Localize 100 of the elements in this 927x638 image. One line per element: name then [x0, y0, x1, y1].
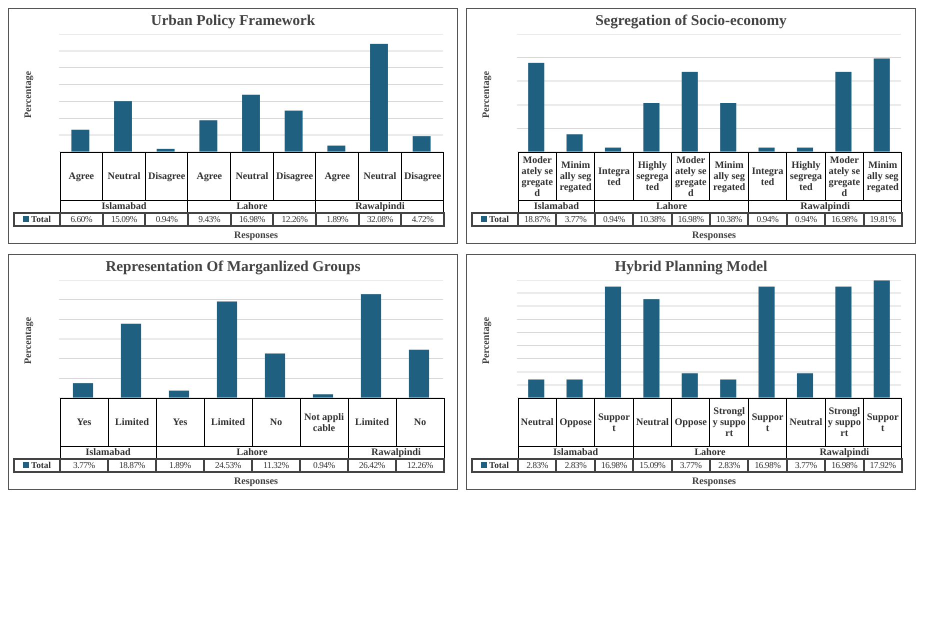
- data-label: 32.08%: [358, 213, 402, 226]
- bar: [168, 390, 190, 398]
- x-tick-label: Integrated: [594, 152, 634, 200]
- data-label: 1.89%: [156, 459, 204, 472]
- bar: [835, 286, 852, 398]
- data-label: 24.53%: [204, 459, 252, 472]
- data-label: 15.09%: [633, 459, 672, 472]
- bar: [758, 148, 775, 152]
- data-label: 0.94%: [145, 213, 188, 226]
- x-tick-label: Support: [864, 398, 902, 446]
- x-axis-title: Responses: [233, 476, 279, 487]
- data-label: 10.38%: [710, 213, 748, 226]
- bar: [72, 383, 94, 398]
- x-tick-label: Yes: [60, 398, 108, 446]
- text: Islamabad: [60, 446, 156, 459]
- data-label: 12.26%: [396, 459, 444, 472]
- bar: [682, 72, 698, 152]
- data-label: 6.60%: [60, 213, 103, 226]
- text: Lahore: [188, 200, 316, 213]
- data-label: 16.98%: [230, 213, 274, 226]
- bar: [720, 379, 736, 398]
- x-tick-label: Minimally segregated: [556, 152, 595, 200]
- bar: [604, 286, 622, 398]
- data-label: 1.89%: [316, 213, 359, 226]
- bar: [370, 44, 388, 152]
- data-label: 3.77%: [672, 459, 710, 472]
- bar: [412, 136, 431, 152]
- bar: [528, 62, 544, 152]
- data-label: 0.94%: [748, 213, 787, 226]
- data-label: 18.87%: [518, 213, 556, 226]
- bar: [758, 286, 775, 398]
- text: Islamabad: [518, 200, 595, 213]
- bar: [156, 148, 175, 152]
- bar: [835, 72, 852, 152]
- x-tick-label: Yes: [156, 398, 204, 446]
- x-tick-label: Moderately segregated: [672, 152, 710, 200]
- data-label: 4.72%: [401, 213, 444, 226]
- data-label: 11.32%: [252, 459, 300, 472]
- x-tick-label: Integrated: [748, 152, 787, 200]
- x-tick-label: Disagree: [401, 152, 444, 200]
- bar: [120, 324, 142, 398]
- x-tick-label: Neutral: [230, 152, 274, 200]
- x-tick-label: Neutral: [633, 398, 672, 446]
- x-tick-label: Strongly support: [825, 398, 864, 446]
- x-tick-label: Limited: [204, 398, 252, 446]
- x-tick-label: Neutral: [786, 398, 826, 446]
- x-axis-title: Responses: [691, 230, 737, 241]
- x-tick-label: Moderately segregated: [518, 152, 556, 200]
- text: Islamabad: [60, 200, 188, 213]
- x-tick-label: Minimally segregated: [864, 152, 902, 200]
- bar: [360, 294, 382, 398]
- bar: [796, 373, 814, 398]
- bar: [566, 134, 583, 152]
- data-label: 10.38%: [633, 213, 672, 226]
- data-label: 9.43%: [188, 213, 231, 226]
- legend-label: Total: [472, 459, 518, 472]
- data-label: 0.94%: [594, 213, 634, 226]
- bar: [199, 120, 218, 152]
- text: Rawalpindi: [348, 446, 444, 459]
- bar: [216, 302, 238, 398]
- text: Islamabad: [518, 446, 634, 459]
- y-axis-title: Percentage: [481, 316, 492, 364]
- y-axis-title: Percentage: [23, 316, 34, 364]
- legend-label: Total: [472, 213, 518, 226]
- x-tick-label: Agree: [188, 152, 231, 200]
- data-label: 19.81%: [864, 213, 902, 226]
- data-label: 16.98%: [594, 459, 634, 472]
- bar: [114, 101, 132, 152]
- bar: [874, 280, 890, 398]
- bar: [566, 379, 583, 398]
- text: Rawalpindi: [786, 446, 902, 459]
- data-label: 15.09%: [102, 213, 146, 226]
- bar: [643, 299, 660, 398]
- data-label: 12.26%: [273, 213, 316, 226]
- data-label: 0.94%: [786, 213, 826, 226]
- bar: [682, 373, 698, 398]
- x-tick-label: Highly segregated: [633, 152, 672, 200]
- bar: [242, 94, 260, 152]
- y-axis-title: Percentage: [23, 70, 34, 118]
- bar: [643, 103, 660, 152]
- bar: [327, 146, 346, 152]
- data-label: 17.92%: [864, 459, 902, 472]
- x-tick-label: Neutral: [358, 152, 402, 200]
- data-label: 2.83%: [518, 459, 556, 472]
- data-label: 26.42%: [348, 459, 396, 472]
- x-tick-label: Disagree: [145, 152, 188, 200]
- x-tick-label: Strongly support: [710, 398, 748, 446]
- bar: [796, 148, 814, 152]
- bar: [312, 394, 334, 398]
- chart-title: Representation Of Marganlized Groups: [104, 259, 362, 276]
- bar: [874, 58, 890, 152]
- x-tick-label: Highly segregated: [786, 152, 826, 200]
- bar: [264, 353, 286, 398]
- data-label: 3.77%: [786, 459, 826, 472]
- data-label: 16.98%: [825, 459, 864, 472]
- bar: [604, 148, 622, 152]
- data-label: 16.98%: [825, 213, 864, 226]
- chart-title: Hybrid Planning Model: [614, 259, 768, 276]
- x-axis-title: Responses: [691, 476, 737, 487]
- bar: [528, 379, 544, 398]
